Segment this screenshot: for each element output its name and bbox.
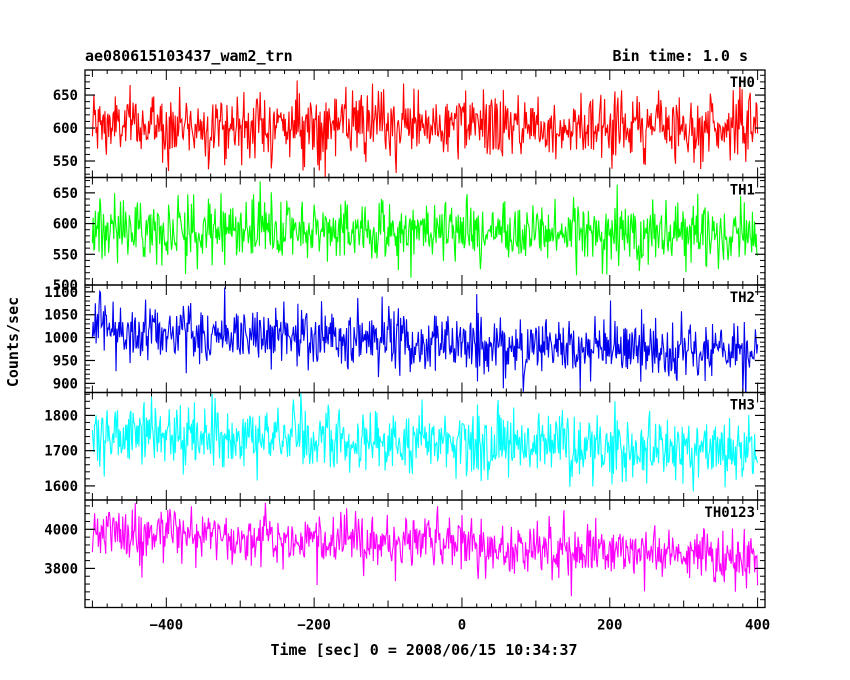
panel-label-th1: TH1 xyxy=(730,183,755,199)
y-tick-label: 4000 xyxy=(44,522,78,538)
y-tick-label: 1700 xyxy=(44,444,78,460)
x-axis-label: Time [sec] 0 = 2008/06/15 10:34:37 xyxy=(270,641,577,659)
y-tick-label: 600 xyxy=(53,121,78,137)
series-line-th0 xyxy=(91,80,759,178)
series-line-th0123 xyxy=(91,502,759,597)
y-tick-label: 550 xyxy=(53,154,78,170)
panel-th0123: 3800 4000 TH0123 xyxy=(44,499,766,609)
y-tick-label: 650 xyxy=(53,88,78,104)
panel-th3: 1600 1700 1800 TH3 xyxy=(44,391,766,501)
panel-frame xyxy=(84,499,766,609)
x-tick-label: −400 xyxy=(149,618,183,634)
x-tick-label: 200 xyxy=(597,618,622,634)
panel-label-th0: TH0 xyxy=(730,75,755,91)
series-line-th1 xyxy=(91,181,759,278)
y-tick-label: 600 xyxy=(53,217,78,233)
series-line-th2 xyxy=(91,287,759,393)
y-tick-label: 1800 xyxy=(44,408,78,424)
y-axis-label: Counts/sec xyxy=(4,297,22,387)
panel-label-th0123: TH0123 xyxy=(704,505,755,521)
x-tick-label: 400 xyxy=(745,618,770,634)
x-axis: −400 −200 0 200 400 xyxy=(149,618,770,634)
panels-layer: 550 600 650 TH0 500 550 600 650 TH1 900 950 1000 105… xyxy=(44,69,766,609)
y-tick-label: 500 xyxy=(53,278,78,294)
x-tick-label: 0 xyxy=(458,618,466,634)
panel-th1: 500 550 600 650 TH1 xyxy=(53,176,766,294)
panel-label-th3: TH3 xyxy=(730,398,755,414)
panel-label-th2: TH2 xyxy=(730,290,755,306)
y-tick-label: 950 xyxy=(53,353,78,369)
y-tick-label: 1050 xyxy=(44,308,78,324)
y-tick-label: 900 xyxy=(53,376,78,392)
y-tick-label: 1600 xyxy=(44,479,78,495)
y-tick-label: 550 xyxy=(53,247,78,263)
y-tick-label: 1000 xyxy=(44,331,78,347)
y-tick-label: 1100 xyxy=(44,285,78,301)
x-tick-label: −200 xyxy=(297,618,331,634)
bin-time-label: Bin time: 1.0 s xyxy=(613,47,748,65)
y-tick-label: 3800 xyxy=(44,561,78,577)
chart-title: ae080615103437_wam2_trn xyxy=(85,47,293,65)
series-line-th3 xyxy=(91,392,759,492)
panel-th0: 550 600 650 TH0 xyxy=(53,69,766,179)
panel-th2: 900 950 1000 1050 1100 TH2 xyxy=(44,284,766,394)
y-tick-label: 650 xyxy=(53,186,78,202)
